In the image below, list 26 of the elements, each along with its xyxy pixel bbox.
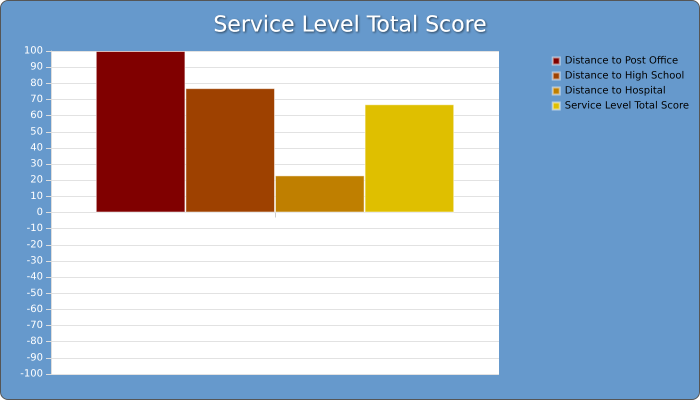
legend-label: Distance to High School	[564, 70, 684, 82]
y-tick-label: 30	[30, 158, 43, 170]
y-tick-label: 40	[30, 142, 43, 154]
y-tick-label: 0	[36, 207, 43, 218]
y-tick-label: -40	[26, 272, 43, 283]
y-tick-label: -30	[26, 255, 43, 266]
chart-title: Service Level Total Score	[213, 12, 487, 38]
y-tick-label: -90	[26, 352, 43, 364]
y-tick-label: 100	[24, 46, 43, 56]
legend-label: Distance to Hospital	[564, 86, 666, 96]
y-tick-label: -60	[26, 304, 43, 315]
y-tick-label: -80	[26, 336, 43, 348]
y-tick-label: 50	[30, 126, 43, 138]
y-tick-label: 60	[30, 110, 43, 122]
y-tick-label: 10	[30, 190, 43, 202]
y-tick-label: 20	[30, 174, 43, 186]
y-tick-label: -70	[26, 320, 43, 332]
y-tick-label: -100	[20, 368, 43, 380]
y-tick-label: -20	[26, 239, 43, 250]
legend-label: Distance to Post Office	[564, 56, 678, 66]
y-tick-label: 90	[30, 62, 43, 73]
y-tick-label: 70	[30, 94, 43, 105]
y-tick-label: -50	[26, 288, 43, 299]
y-tick-label: 80	[30, 78, 43, 89]
legend-label: Service Level Total Score	[564, 100, 690, 112]
y-tick-label: -10	[26, 223, 43, 234]
